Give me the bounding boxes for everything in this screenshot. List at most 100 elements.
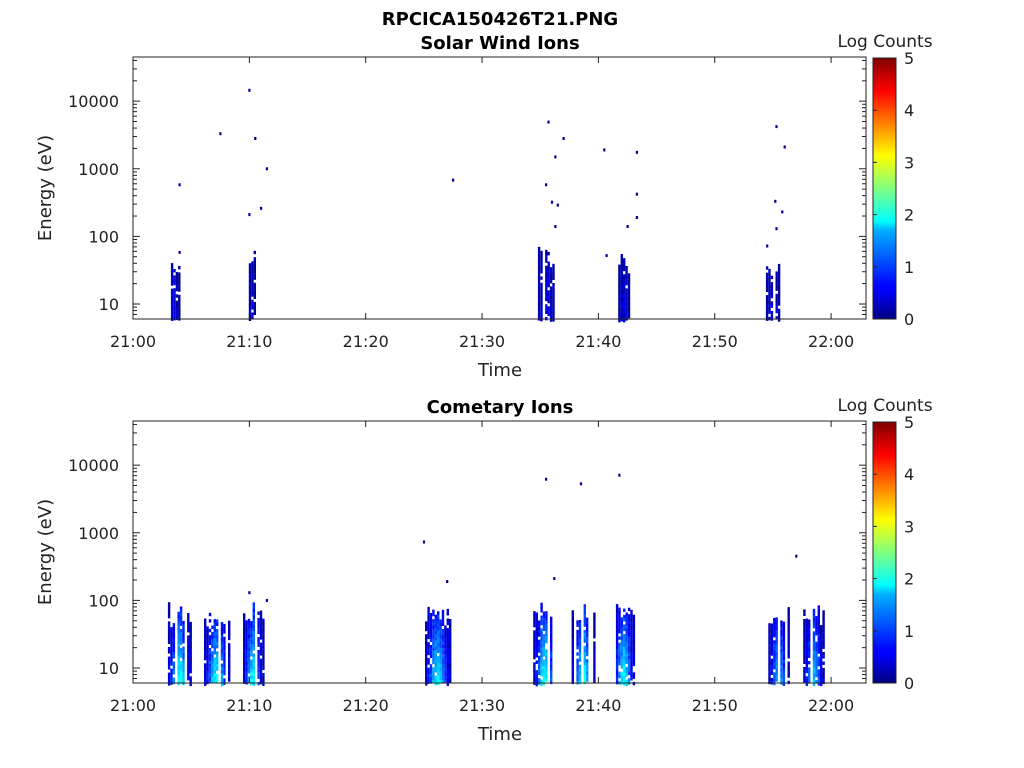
heatmap-cell <box>782 637 786 642</box>
heatmap-cell <box>615 648 619 653</box>
heatmap-cell <box>204 653 207 658</box>
heatmap-cell <box>540 305 543 309</box>
heatmap-cell <box>620 305 623 309</box>
heatmap-cell <box>434 627 437 631</box>
heatmap-cell <box>623 618 626 622</box>
heatmap-cell <box>623 315 626 320</box>
heatmap-cell <box>172 671 176 675</box>
heatmap-cell <box>620 639 624 644</box>
heatmap-cell <box>812 660 816 664</box>
heatmap-cell <box>252 621 255 625</box>
heatmap-cell <box>586 662 589 666</box>
heatmap-cell <box>425 682 428 686</box>
heatmap-cell <box>167 608 171 612</box>
heatmap-cell <box>175 307 179 311</box>
heatmap-cell <box>182 652 185 657</box>
heatmap-cell <box>540 266 543 271</box>
heatmap-cell <box>439 680 442 684</box>
heatmap-cell <box>245 642 248 647</box>
heatmap-cell <box>625 650 628 655</box>
heatmap-cell <box>545 291 548 295</box>
heatmap-cell <box>775 652 778 656</box>
heatmap-cell <box>542 614 546 619</box>
heatmap-cell <box>547 271 550 275</box>
heatmap-cell <box>213 641 216 645</box>
heatmap-cell <box>615 661 619 666</box>
heatmap-cell <box>549 276 553 281</box>
heatmap-cell <box>533 668 536 673</box>
heatmap-cell <box>775 649 778 653</box>
heatmap-cell <box>803 612 806 616</box>
heatmap-cell <box>441 613 445 617</box>
heatmap-cell <box>623 653 626 657</box>
heatmap-cell <box>618 283 621 288</box>
heatmap-cell <box>625 631 628 636</box>
heatmap-cell <box>593 644 596 648</box>
heatmap-cell <box>257 627 260 631</box>
heatmap-cell <box>243 613 246 617</box>
heatmap-cell <box>439 667 442 671</box>
heatmap-cell <box>782 628 786 632</box>
heatmap-cell <box>259 658 263 662</box>
heatmap-cell <box>625 647 628 652</box>
colorbar-tick-label: 0 <box>904 310 914 329</box>
heatmap-cell <box>206 677 209 681</box>
heatmap-cell <box>179 628 183 633</box>
heatmap-cell <box>583 617 586 621</box>
heatmap-cell <box>220 631 224 635</box>
heatmap-cell <box>437 633 440 638</box>
heatmap-cell <box>620 292 623 296</box>
heatmap-cell <box>437 620 440 625</box>
heatmap-cell <box>632 672 636 676</box>
heatmap-cell <box>542 640 546 644</box>
heatmap-cell <box>211 638 214 642</box>
heatmap-cell <box>179 680 183 684</box>
x-tick-label: 21:40 <box>575 332 621 351</box>
heatmap-cell <box>259 668 263 672</box>
heatmap-cell <box>787 655 790 659</box>
heatmap-cell <box>820 628 823 632</box>
heatmap-cell <box>552 286 555 290</box>
heatmap-cell <box>775 303 778 307</box>
heatmap-cell <box>170 636 173 641</box>
heatmap-cell <box>615 607 619 611</box>
heatmap-cell <box>434 624 437 628</box>
heatmap-cell <box>446 612 449 616</box>
heatmap-cell <box>630 661 633 665</box>
heatmap-cell <box>533 639 536 644</box>
heatmap-cell <box>627 276 631 280</box>
x-tick-label: 21:30 <box>459 332 505 351</box>
heatmap-cell <box>172 639 176 643</box>
heatmap-cell <box>547 306 550 310</box>
heatmap-cell <box>782 672 786 677</box>
heatmap-cell <box>547 264 550 269</box>
heatmap-cell <box>768 268 771 273</box>
heatmap-cell <box>615 674 619 678</box>
heatmap-cell <box>427 658 430 662</box>
heatmap-cell <box>429 677 433 681</box>
heatmap-cell <box>446 618 449 622</box>
heatmap-cell <box>259 623 263 627</box>
heatmap-cell <box>243 658 246 662</box>
heatmap-cell <box>620 282 623 287</box>
heatmap-cell <box>439 657 442 662</box>
heatmap-cell <box>259 649 263 653</box>
heatmap-cell <box>204 631 207 635</box>
heatmap-cell <box>245 668 248 672</box>
heatmap-cell <box>773 656 776 660</box>
heatmap-cell <box>538 678 541 682</box>
heatmap-cell <box>434 640 437 644</box>
heatmap-cell <box>768 278 771 282</box>
heatmap-cell <box>787 667 790 672</box>
heatmap-cell <box>446 621 449 626</box>
heatmap-cell <box>446 628 449 632</box>
heatmap-cell <box>618 280 621 284</box>
heatmap-cell <box>187 651 190 655</box>
heatmap-cell <box>808 629 811 633</box>
heatmap-cell <box>777 295 781 300</box>
heatmap-cell <box>625 641 628 645</box>
heatmap-cell <box>627 678 631 682</box>
heatmap-cell <box>620 652 624 656</box>
heatmap-cell <box>625 310 628 315</box>
heatmap-cell <box>820 647 823 651</box>
